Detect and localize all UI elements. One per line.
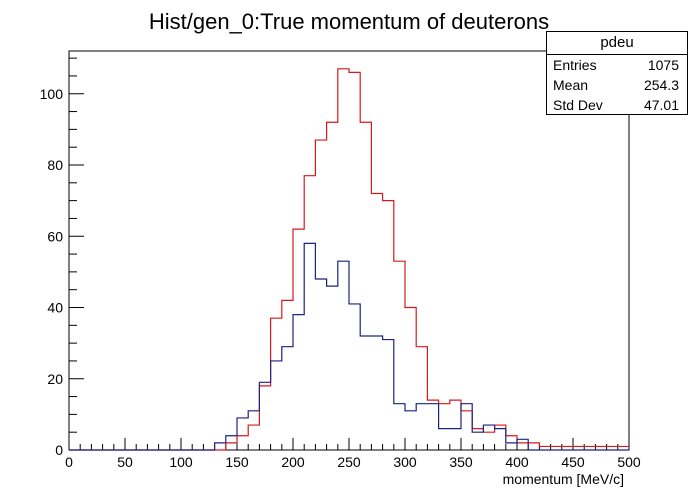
y-tick-label: 80: [47, 157, 63, 173]
stats-label: Entries: [553, 57, 597, 73]
x-tick-label: 350: [449, 454, 473, 470]
chart-title: Hist/gen_0:True momentum of deuterons: [149, 9, 549, 34]
histogram-series-1: [69, 68, 629, 451]
x-tick-label: 200: [281, 454, 305, 470]
x-tick-label: 300: [393, 454, 417, 470]
x-axis-label: momentum [MeV/c]: [503, 471, 624, 487]
series-layer: [69, 68, 629, 451]
x-tick-label: 150: [225, 454, 249, 470]
histogram-series-2: [69, 242, 629, 451]
stats-row-entries: Entries 1075: [547, 55, 687, 75]
stats-label: Std Dev: [553, 97, 603, 113]
stats-box-title: pdeu: [547, 32, 687, 55]
y-axis: 0 20 40 60 80 100: [40, 57, 84, 458]
stats-value: 47.01: [643, 97, 679, 113]
x-tick-label: 450: [561, 454, 585, 470]
y-tick-label: 100: [40, 86, 64, 102]
stats-row-stddev: Std Dev 47.01: [547, 95, 687, 115]
x-tick-label: 500: [617, 454, 641, 470]
stats-row-mean: Mean 254.3: [547, 75, 687, 95]
y-tick-label: 60: [47, 228, 63, 244]
x-tick-label: 400: [505, 454, 529, 470]
x-tick-label: 50: [117, 454, 133, 470]
stats-box: pdeu Entries 1075 Mean 254.3 Std Dev 47.…: [546, 31, 688, 115]
y-tick-label: 40: [47, 300, 63, 316]
stats-value: 1075: [647, 57, 679, 73]
x-tick-label: 250: [337, 454, 361, 470]
x-tick-label: 100: [169, 454, 193, 470]
plot-frame: [68, 50, 630, 451]
x-axis: 0 50 100 150 200 250 300 350 400 450 500: [65, 438, 641, 470]
stats-label: Mean: [553, 77, 589, 93]
y-tick-label: 0: [55, 442, 63, 458]
stats-value: 254.3: [643, 77, 679, 93]
y-tick-label: 20: [47, 371, 63, 387]
x-tick-label: 0: [65, 454, 73, 470]
